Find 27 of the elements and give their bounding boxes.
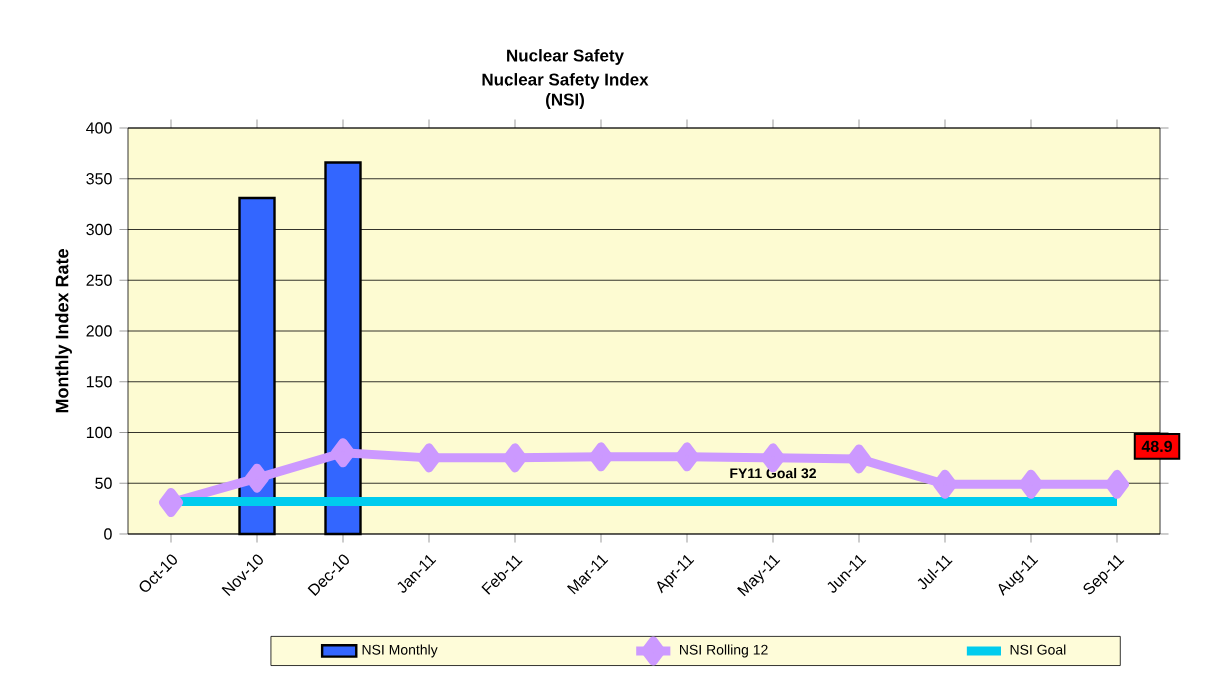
y-tick-label: 350 <box>86 173 112 185</box>
legend-label: NSI Goal <box>1010 644 1066 655</box>
chart-subtitle: Nuclear Safety Index (NSI) <box>482 73 649 109</box>
point <box>417 443 442 473</box>
legend-label: NSI Monthly <box>362 644 438 658</box>
point <box>331 438 356 468</box>
y-tick-label: 50 <box>95 477 112 489</box>
point <box>933 469 958 499</box>
y-tick-label: 200 <box>86 325 112 337</box>
chart-title: Nuclear Safety <box>507 49 624 65</box>
point <box>847 444 872 474</box>
point <box>503 443 528 473</box>
point <box>589 442 614 472</box>
y-tick-label: 0 <box>104 528 112 540</box>
y-tick-label: 400 <box>86 122 112 134</box>
point <box>675 442 700 472</box>
y-tick-label: 150 <box>86 376 112 388</box>
point <box>245 463 270 493</box>
y-tick-label: 100 <box>86 426 112 439</box>
y-tick-label: 250 <box>86 274 112 286</box>
legend-label: NSI Rolling 12 <box>680 644 768 658</box>
y-tick-label: 300 <box>86 223 112 236</box>
annotation: 48.9 <box>1141 440 1172 453</box>
point <box>1105 469 1130 499</box>
point <box>1019 469 1044 499</box>
point <box>159 488 184 518</box>
y-axis-title: Monthly Index Rate <box>55 249 72 413</box>
